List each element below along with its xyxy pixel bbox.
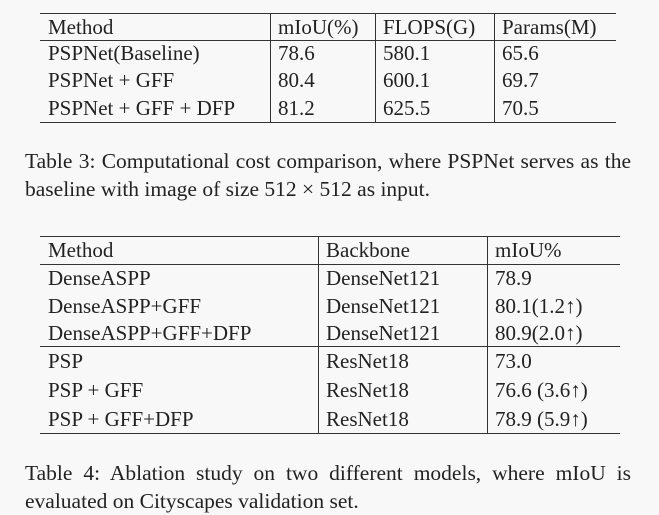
rule	[40, 433, 620, 434]
header-cell: Params(M)	[502, 14, 597, 39]
header-cell: Backbone	[326, 238, 410, 262]
column-rule	[487, 236, 488, 433]
table-cell: DenseASPP+GFF+DFP	[48, 320, 252, 345]
table-cell: 580.1	[383, 41, 431, 65]
table-cell: 80.4	[278, 67, 315, 92]
caption: Table 4: Ablation study on two different…	[25, 461, 631, 513]
table-cell: 78.9 (5.9↑)	[495, 406, 588, 431]
rule	[40, 264, 620, 265]
table-cell: PSP + GFF+DFP	[48, 406, 194, 431]
rule	[40, 236, 620, 237]
table-cell: 81.2	[278, 95, 315, 120]
column-rule	[494, 13, 495, 122]
caption: Table 3: Computational cost comparison, …	[25, 149, 631, 201]
rule	[40, 346, 620, 347]
table-cell: DenseASPP	[48, 266, 151, 290]
table-cell: ResNet18	[326, 378, 409, 402]
table-cell: DenseNet121	[326, 266, 441, 290]
table-cell: PSP + GFF	[48, 378, 144, 402]
table-cell: 600.1	[383, 67, 431, 92]
table-cell: PSPNet + GFF	[48, 67, 175, 92]
table-cell: 78.9	[495, 266, 532, 290]
table-cell: ResNet18	[326, 349, 409, 373]
header-cell: Method	[48, 238, 114, 262]
rule	[40, 13, 616, 14]
header-cell: mIoU(%)	[278, 14, 359, 39]
table-cell: DenseASPP+GFF	[48, 293, 202, 318]
rule	[40, 122, 616, 123]
table-cell: 80.1(1.2↑)	[495, 293, 583, 318]
table-cell: 70.5	[502, 95, 539, 120]
header-cell: FLOPS(G)	[383, 14, 476, 39]
column-rule	[270, 13, 271, 122]
table-cell: 80.9(2.0↑)	[495, 320, 583, 345]
table-cell: DenseNet121	[326, 293, 441, 318]
table-cell: DenseNet121	[326, 320, 441, 345]
rule	[40, 40, 616, 41]
table-cell: 78.6	[278, 41, 315, 65]
column-rule	[318, 236, 319, 433]
table-cell: PSPNet + GFF + DFP	[48, 95, 236, 120]
table-cell: 69.7	[502, 67, 539, 92]
header-cell: Method	[48, 14, 114, 39]
table-cell: PSP	[48, 349, 84, 373]
table-cell: 65.6	[502, 41, 539, 65]
table-cell: ResNet18	[326, 406, 409, 431]
table-cell: 73.0	[495, 349, 532, 373]
header-cell: mIoU%	[495, 238, 562, 262]
table-cell: 625.5	[383, 95, 431, 120]
column-rule	[375, 13, 376, 122]
table-cell: 76.6 (3.6↑)	[495, 378, 588, 402]
table-cell: PSPNet(Baseline)	[48, 41, 200, 65]
